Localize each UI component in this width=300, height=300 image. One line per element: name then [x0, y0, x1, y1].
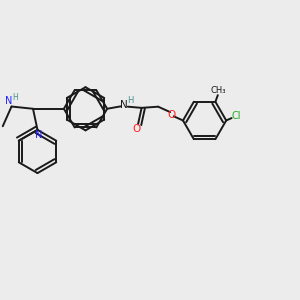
- Text: CH₃: CH₃: [210, 86, 226, 95]
- Text: N: N: [5, 96, 12, 106]
- Text: H: H: [12, 93, 18, 102]
- Text: O: O: [132, 124, 140, 134]
- Text: H: H: [127, 96, 134, 105]
- Text: O: O: [168, 110, 176, 120]
- Text: N: N: [35, 130, 43, 140]
- Text: N: N: [120, 100, 128, 110]
- Text: Cl: Cl: [231, 111, 241, 121]
